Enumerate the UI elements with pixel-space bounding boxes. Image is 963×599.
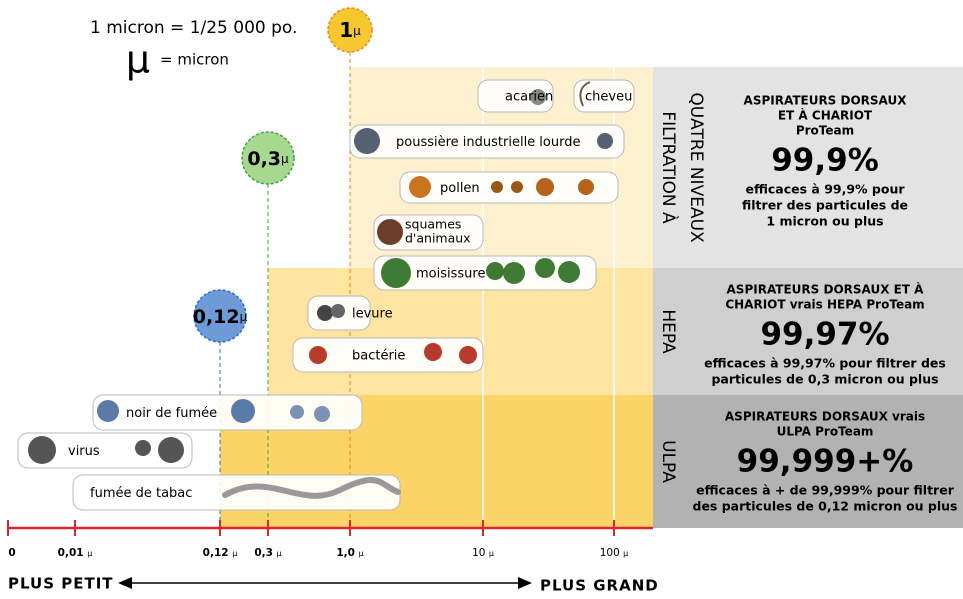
badge-value: 0,3 [247, 148, 281, 170]
panel-side-label: HEPA [658, 309, 678, 354]
axis-tick-label: 10 µ [472, 547, 494, 559]
particle-label: d'animaux [405, 231, 471, 246]
panel-heading: ProTeam [796, 124, 854, 138]
badge-unit: µ [240, 310, 248, 324]
larger-label: PLUS GRAND [540, 577, 659, 595]
axis-tick-label: 0,01 µ [58, 547, 93, 559]
tick-unit: µ [623, 549, 628, 558]
particle-icon [290, 405, 304, 419]
axis-tick-label: 1,0 µ [336, 547, 363, 559]
panel-description: des particules de 0,12 micron ou plus [693, 499, 958, 514]
tick-value: 10 [472, 547, 485, 559]
particle-icon [511, 181, 523, 193]
axis-tick-label: 0,12 µ [203, 547, 238, 559]
tick-unit: µ [359, 549, 364, 558]
smaller-label: PLUS PETIT [8, 575, 114, 593]
panel-description: efficaces à 99,9% pour [745, 182, 905, 197]
particle-label: virus [68, 444, 100, 459]
conversion: 1 micron = 1/25 000 po. [90, 18, 297, 38]
tick-value: 1,0 [336, 547, 355, 559]
panel-description: efficaces à + de 99,999% pour filtrer [696, 483, 955, 498]
particle-icon [309, 346, 327, 364]
particle-label: levure [352, 307, 393, 322]
badge-value: 1 [339, 18, 353, 42]
tick-unit: µ [277, 549, 282, 558]
particle-icon [135, 440, 151, 456]
infographic: 1 micron = 1/25 000 po. µ = micron PLUS … [0, 0, 963, 599]
particle-icon [331, 304, 345, 318]
tick-unit: µ [489, 549, 494, 558]
symbol: µ [126, 38, 150, 82]
particle-label: noir de fumée [126, 406, 217, 421]
panel-description: 1 micron ou plus [766, 214, 883, 229]
tick-unit: µ [87, 549, 92, 558]
tick-value: 0,01 [58, 547, 84, 559]
panel-heading: ULPA ProTeam [777, 425, 874, 439]
particle-icon [424, 343, 442, 361]
tick-value: 0,12 [203, 547, 229, 559]
panel-heading: CHARIOT vrais HEPA ProTeam [725, 298, 924, 312]
particle-label: pollen [440, 181, 480, 196]
tick-value: 0,3 [254, 547, 273, 559]
panel-heading: ET À CHARIOT [778, 108, 873, 123]
particle-icon [314, 406, 330, 422]
particle-icon [459, 346, 477, 364]
panel-description: filtrer des particules de [742, 198, 908, 213]
panel-side-label: QUATRE NIVEAUX [686, 92, 706, 243]
badge-value: 0,12 [193, 306, 240, 328]
symbol-text: = micron [160, 51, 229, 69]
particle-icon [503, 262, 525, 284]
axis-tick-label: 100 µ [600, 547, 628, 559]
particle-icon [558, 261, 580, 283]
particle-icon [354, 128, 380, 154]
particle-label: cheveu [585, 90, 632, 105]
particle-icon [486, 262, 504, 280]
particle-icon [535, 258, 555, 278]
tick-value: 100 [600, 547, 620, 559]
axis-tick-label: 0 [8, 547, 15, 559]
panel-heading: ASPIRATEURS DORSAUX vrais [725, 410, 925, 424]
panel-percent: 99,9% [771, 143, 879, 179]
tick-value: 0 [8, 547, 15, 559]
particle-icon [231, 399, 255, 423]
particle-icon [377, 219, 403, 245]
particle-label: poussière industrielle lourde [396, 135, 580, 150]
badge-label: 0,12µ [193, 306, 248, 328]
particle-icon [491, 181, 503, 193]
panel-percent: 99,999+% [737, 444, 914, 480]
particle-icon [536, 178, 554, 196]
panel-heading: ASPIRATEURS DORSAUX [744, 94, 908, 108]
panel-side-label: FILTRATION À [658, 111, 680, 224]
particle-icon [158, 437, 184, 463]
panel-percent: 99,97% [760, 317, 889, 353]
panel-heading: ASPIRATEURS DORSAUX ET À [727, 282, 925, 297]
particle-icon [97, 400, 119, 422]
particle-label: moisissure [416, 267, 485, 282]
particle-icon [317, 305, 333, 321]
particle-icon [597, 133, 613, 149]
badge-unit: µ [353, 24, 361, 38]
panel-side-label: ULPA [658, 440, 678, 483]
particle-label: bactérie [352, 349, 405, 364]
particle-label: squames [405, 217, 461, 232]
particle-icon [578, 179, 594, 195]
particle-label: fumée de tabac [90, 486, 192, 501]
particle-icon [409, 176, 431, 198]
particle-icon [381, 258, 411, 288]
tick-unit: µ [232, 549, 237, 558]
badge-unit: µ [281, 152, 289, 166]
panel-description: efficaces à 99,97% pour filtrer des [704, 356, 946, 371]
particle-icon [28, 436, 56, 464]
particle-label: acarien [505, 90, 553, 105]
axis-tick-label: 0,3 µ [254, 547, 281, 559]
panel-description: particules de 0,3 micron ou plus [711, 372, 938, 387]
